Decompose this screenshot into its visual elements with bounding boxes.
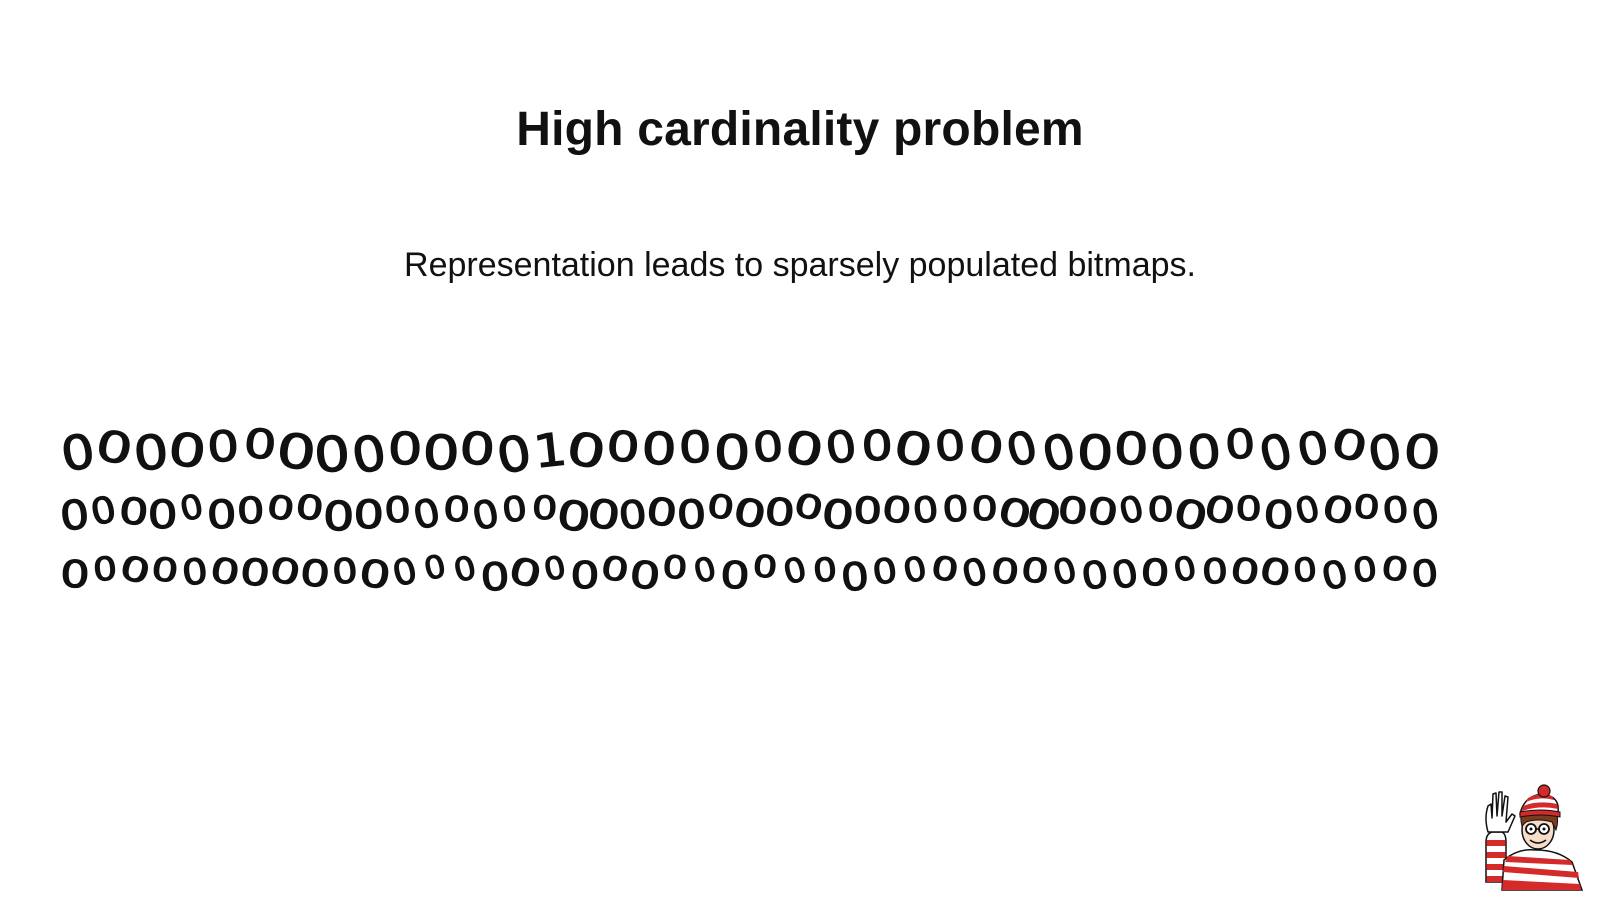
slide-title: High cardinality problem: [516, 103, 1084, 157]
bit-zero: 0: [713, 426, 751, 481]
waving-character-icon: [1485, 784, 1584, 891]
shirt: [1501, 848, 1584, 891]
bit-zero: 0: [1410, 552, 1441, 596]
hand: [1485, 791, 1516, 833]
raised-arm: [1485, 831, 1507, 883]
bit-zero: 0: [1401, 423, 1443, 481]
slide-subtitle: Representation leads to sparsely populat…: [404, 246, 1196, 284]
bit-zero: 0: [1407, 490, 1444, 541]
hat: [1519, 784, 1561, 818]
bit-zero: 0: [1147, 489, 1175, 530]
